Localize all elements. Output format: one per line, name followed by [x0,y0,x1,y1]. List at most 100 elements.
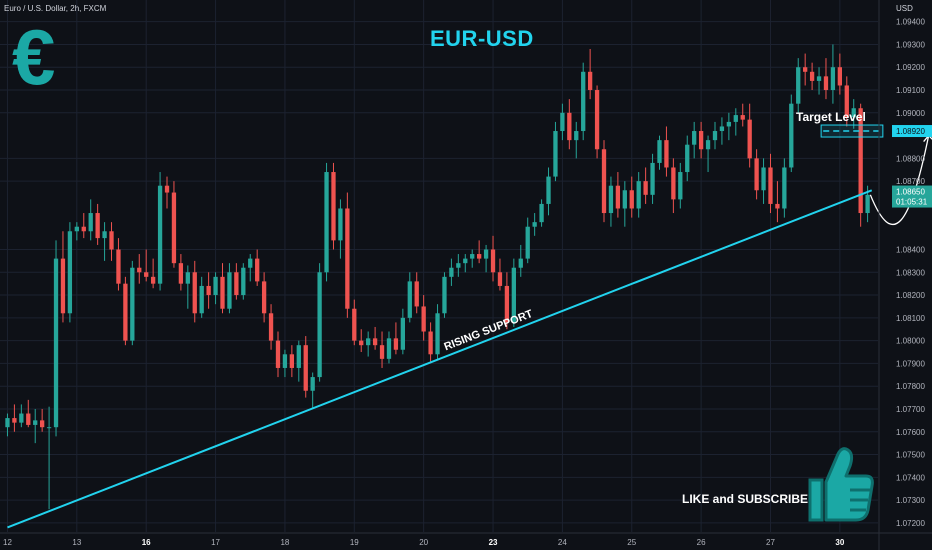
euro-icon: € [12,13,56,101]
price-tick-label: 1.08400 [896,245,925,254]
candle [310,377,315,391]
candle [261,281,267,314]
candle [830,67,836,91]
time-tick-label: 19 [350,538,359,547]
time-tick-label: 25 [627,538,636,547]
target-price-value: 1.08920 [896,127,925,136]
candle [490,249,496,273]
candle [150,276,156,284]
candle [865,194,870,214]
candle [761,167,766,191]
candle [289,354,295,368]
candle [435,313,440,355]
candle [116,249,121,284]
candle [504,285,510,323]
candle [33,420,38,425]
candle [733,115,738,122]
candle [213,276,218,296]
time-tick-label: 27 [766,538,775,547]
candle [525,226,530,259]
candle [698,131,704,150]
candle [560,112,565,132]
candle [407,281,412,318]
candle [268,313,274,341]
candle [317,272,322,378]
candle [747,119,752,159]
candle [719,126,725,132]
time-tick-label: 30 [835,538,844,547]
time-tick-label: 26 [697,538,706,547]
candle [81,226,86,232]
price-tick-label: 1.08800 [896,154,925,163]
candle [511,267,516,323]
candle [255,258,260,282]
time-axis[interactable]: 12 13 16 17 18 19 20 23 24 25 26 27 30 [0,532,932,547]
candle [338,208,343,241]
candle [19,413,24,423]
candle [712,131,718,141]
candle [796,67,801,104]
candle [144,272,149,277]
candle [220,276,225,309]
candle [477,254,482,259]
price-tick-label: 1.07600 [896,428,925,437]
candle [130,267,135,341]
candle [157,185,163,284]
candle [615,185,621,209]
candle [532,222,537,227]
like-subscribe-text: LIKE and SUBSCRIBE [682,492,809,506]
currency-label: USD [896,4,913,13]
candle [241,267,246,296]
candle [601,149,607,214]
candle [754,158,759,191]
price-axis[interactable]: 1.09400 1.09300 1.09200 1.09100 1.09000 1.088… [878,0,932,550]
thumbs-up-icon [808,447,874,522]
candle [95,213,100,239]
candle [497,272,503,286]
candle [171,192,177,264]
candle [823,76,829,91]
candle [643,181,648,195]
candle [594,90,600,150]
price-tick-label: 1.07400 [896,473,925,482]
candle [844,85,849,118]
target-zone [820,124,884,138]
candle [40,420,45,428]
candle [275,340,281,368]
candle [809,71,815,81]
candle [109,231,114,250]
candle [636,181,641,209]
candle [234,272,239,296]
price-tick-label: 1.08000 [896,337,925,346]
candle [622,190,627,209]
candle [705,140,711,150]
rising-support-line [7,189,873,529]
candle [587,71,593,91]
candle [553,131,558,177]
price-tick-label: 1.07500 [896,451,925,460]
candle [567,112,572,141]
candle [352,308,357,341]
price-tick-label: 1.09000 [896,109,925,118]
price-tick-label: 1.08100 [896,314,925,323]
price-tick-label: 1.07900 [896,359,925,368]
projection-curve [869,135,930,226]
candle [546,176,551,204]
candle [303,345,308,391]
grid [0,0,878,532]
candle [324,172,329,273]
candle [463,258,468,264]
candle [414,281,419,307]
candle [518,258,523,268]
candle [26,413,31,425]
candle [858,108,863,214]
price-tick-label: 1.09400 [896,18,925,27]
candle [345,208,350,309]
candle [449,267,454,277]
time-tick-label: 16 [142,538,151,547]
candle [192,272,197,314]
candle [178,263,184,284]
candle [185,272,190,284]
